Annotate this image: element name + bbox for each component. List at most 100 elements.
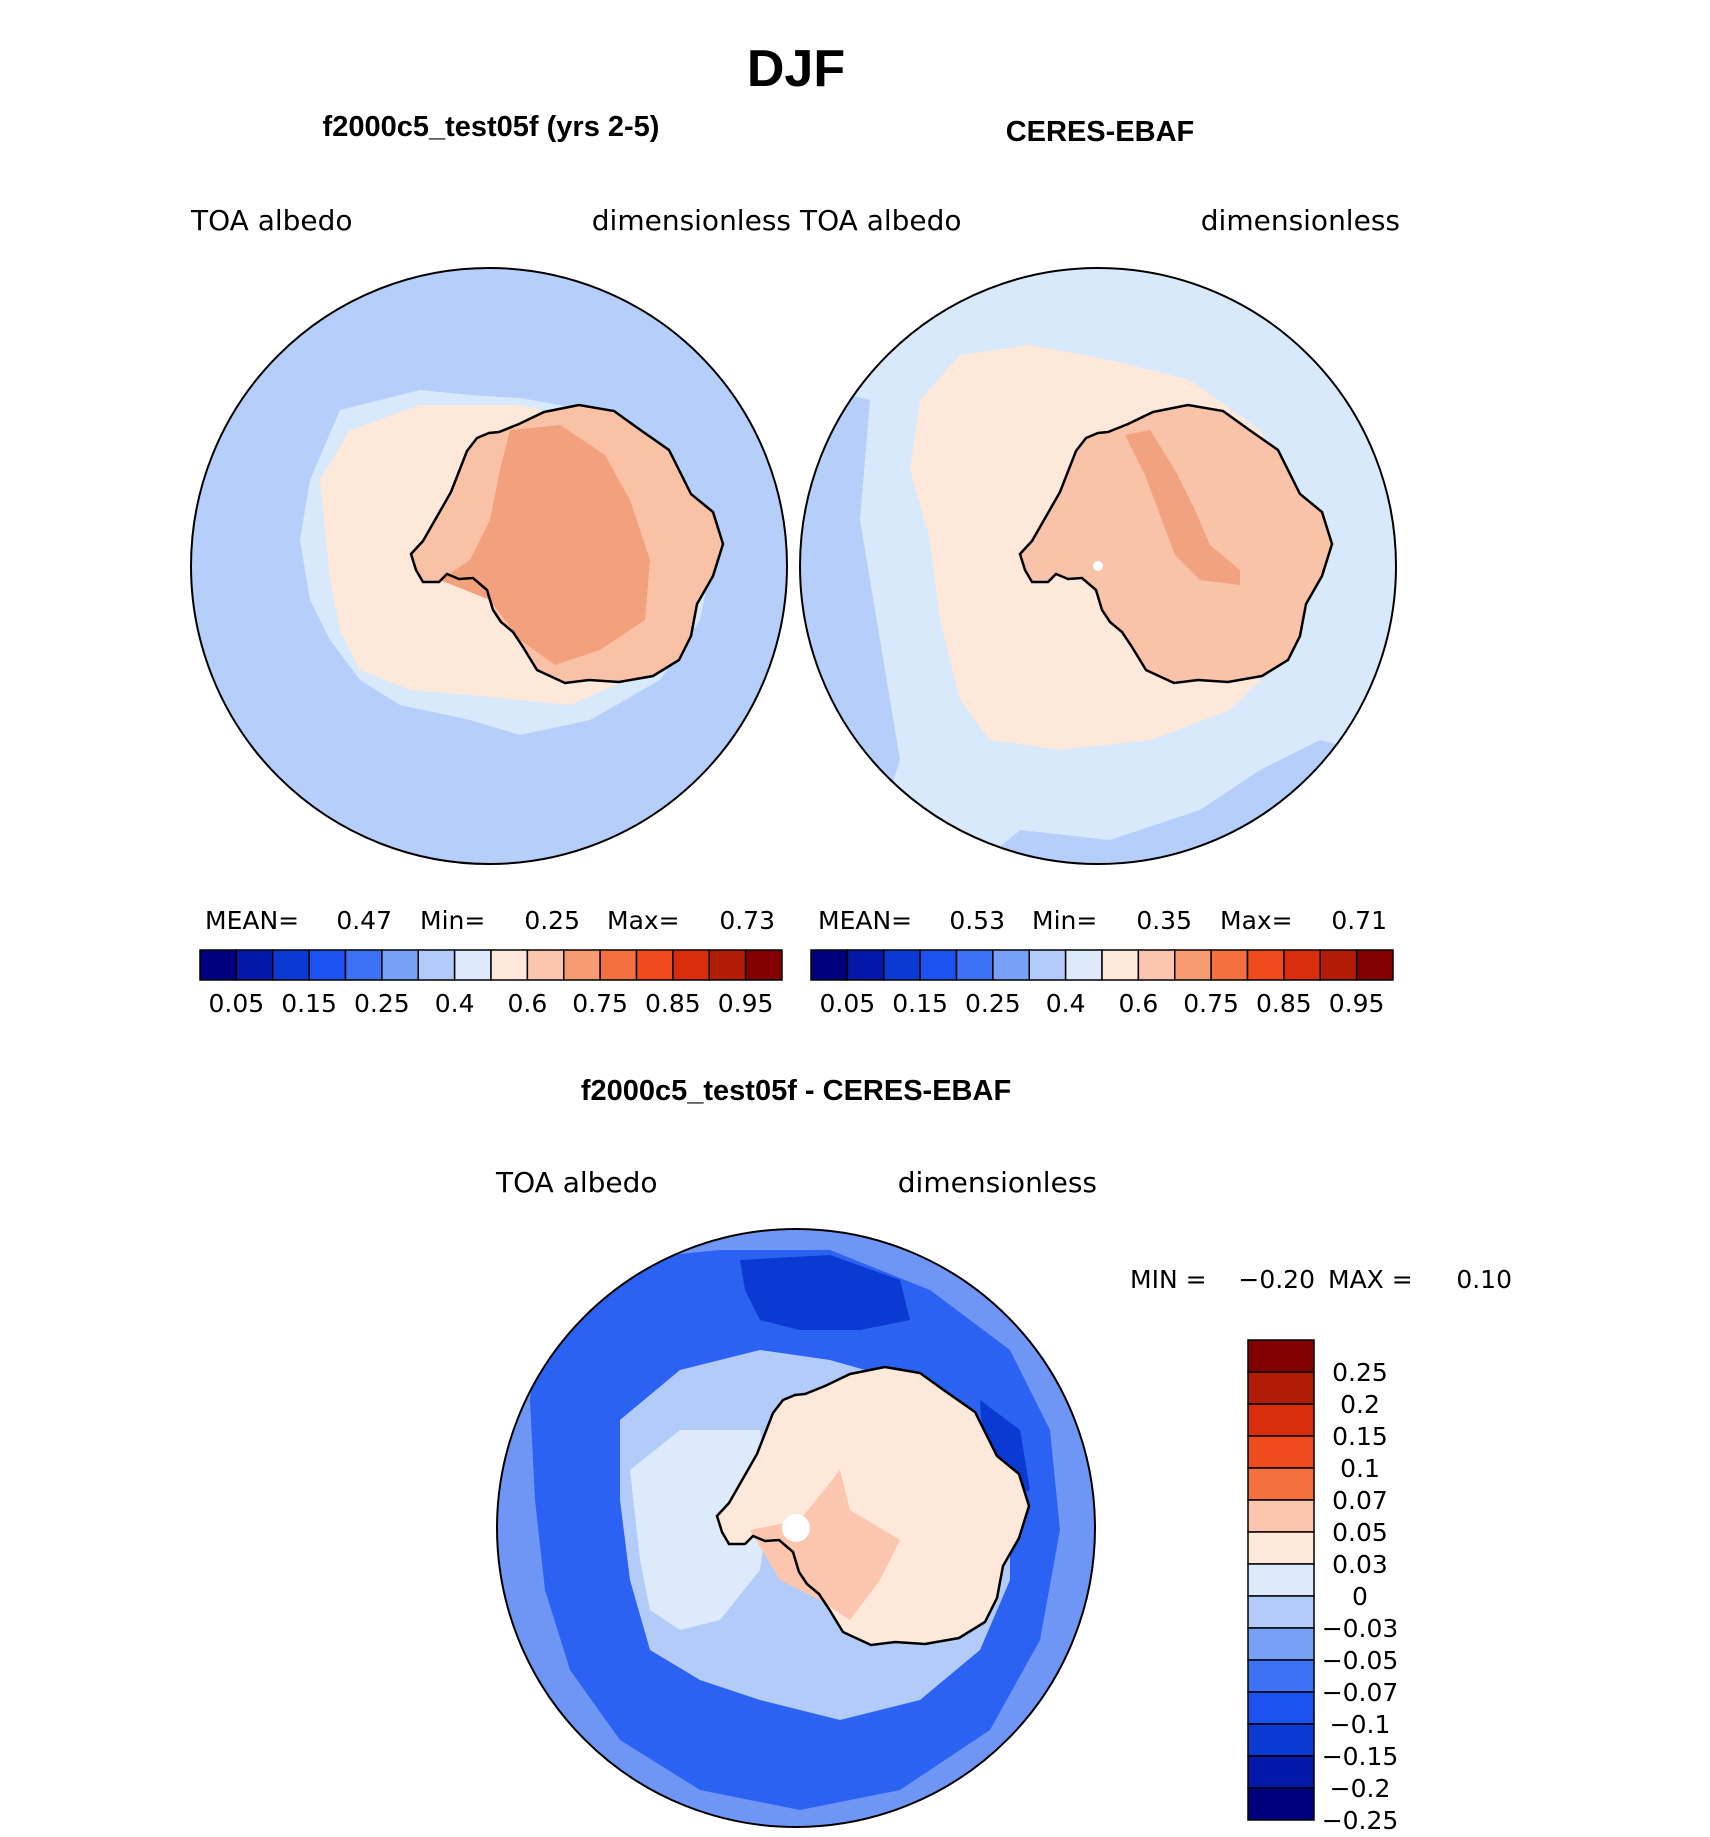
- colorbar-tick-label: −0.1: [1330, 1710, 1391, 1739]
- colorbar-swatch: [1247, 1563, 1315, 1597]
- map-diff-positive-streaks: [750, 1470, 900, 1620]
- figure-title: DJF: [747, 40, 845, 98]
- min-label: MIN =: [1130, 1265, 1207, 1294]
- colorbar-swatch: [1174, 949, 1212, 981]
- colorbar-swatch: [490, 949, 529, 981]
- colorbar-tick-label: 0.25: [965, 989, 1021, 1018]
- mean-label: MEAN=: [818, 906, 912, 935]
- colorbar-tick-label: 0.05: [820, 989, 876, 1018]
- colorbar-swatch: [417, 949, 456, 981]
- colorbar-swatch: [563, 949, 601, 981]
- colorbar-tick-label: 0.15: [1332, 1422, 1388, 1451]
- colorbar-swatch: [1283, 949, 1321, 981]
- colorbar-swatch: [1247, 1531, 1315, 1565]
- colorbar-swatch: [1319, 949, 1358, 981]
- map-diff-pole-hole: [782, 1514, 810, 1542]
- panel-obs-stats: MEAN= 0.53 Min= 0.35 Max= 0.71: [818, 906, 1387, 935]
- map-obs-pole-hole: [1093, 561, 1103, 571]
- colorbar-swatch: [381, 949, 419, 981]
- colorbar-tick-label: 0.1: [1340, 1454, 1380, 1483]
- colorbar-swatch: [453, 949, 492, 981]
- colorbar-swatch: [1028, 949, 1067, 981]
- panel-obs-variable-label: TOA albedo: [799, 204, 962, 237]
- colorbar-tick-label: 0.6: [507, 989, 547, 1018]
- mean-label: MEAN=: [205, 906, 299, 935]
- map-diff-border: [496, 1228, 1096, 1828]
- colorbar-obs: 0.05 0.15 0.25 0.4 0.6 0.75 0.85 0.95: [810, 949, 1394, 1018]
- panel-obs: CERES-EBAF TOA albedo dimensionless MEAN…: [799, 116, 1400, 1018]
- colorbar-swatch: [1137, 949, 1176, 981]
- panel-obs-title: CERES-EBAF: [1006, 116, 1195, 148]
- colorbar-swatch: [1101, 949, 1140, 981]
- min-value: 0.35: [1136, 906, 1192, 935]
- colorbar-tick-label: 0.2: [1340, 1390, 1380, 1419]
- map-diff-peninsula-halo: [630, 1430, 770, 1630]
- colorbar-tick-label: 0.4: [435, 989, 475, 1018]
- colorbar-tick-label: −0.07: [1322, 1678, 1399, 1707]
- colorbar-tick-label: 0: [1352, 1582, 1368, 1611]
- colorbar-tick-label: 0.95: [1329, 989, 1385, 1018]
- colorbar-tick-label: 0.15: [281, 989, 337, 1018]
- colorbar-swatch: [1247, 1595, 1315, 1629]
- polar-map-diff: [497, 1229, 1095, 1827]
- panel-model-stats: MEAN= 0.47 Min= 0.25 Max= 0.73: [205, 906, 775, 935]
- colorbar-tick-label: 0.75: [572, 989, 628, 1018]
- colorbar-swatch: [883, 949, 921, 981]
- colorbar-swatch: [708, 949, 747, 981]
- colorbar-swatch: [272, 949, 310, 981]
- colorbar-swatch: [1247, 1371, 1315, 1405]
- map-obs-plateau-ridge: [1125, 430, 1240, 585]
- colorbar-tick-label: 0.25: [1332, 1358, 1388, 1387]
- colorbar-diff: 0.25 0.2 0.15 0.1 0.07 0.05 0.03 0 −0.03 −0.05 −0.…: [1247, 1339, 1399, 1835]
- colorbar-tick-label: 0.4: [1046, 989, 1086, 1018]
- colorbar-tick-label: −0.03: [1322, 1614, 1399, 1643]
- colorbar-swatch: [599, 949, 638, 981]
- mean-value: 0.47: [336, 906, 392, 935]
- map-diff-deep-core: [740, 1255, 1030, 1500]
- colorbar-tick-label: 0.07: [1332, 1486, 1388, 1515]
- panel-diff-title: f2000c5_test05f - CERES-EBAF: [581, 1075, 1011, 1107]
- panel-diff-stats: MIN = −0.20 MAX = 0.10: [1130, 1265, 1512, 1294]
- colorbar-swatch: [1246, 949, 1285, 981]
- colorbar-swatch: [1247, 1659, 1315, 1693]
- min-label: Min=: [420, 906, 485, 935]
- map-model-border: [190, 267, 788, 865]
- max-label: Max=: [607, 906, 680, 935]
- mean-value: 0.53: [949, 906, 1005, 935]
- min-label: Min=: [1032, 906, 1097, 935]
- colorbar-swatch: [1247, 1403, 1315, 1437]
- colorbar-swatch: [344, 949, 383, 981]
- panel-diff-variable-label: TOA albedo: [495, 1166, 658, 1199]
- colorbar-swatch: [1247, 1467, 1315, 1501]
- panel-diff: f2000c5_test05f - CERES-EBAF TOA albedo …: [495, 1075, 1512, 1835]
- colorbar-swatch: [308, 949, 347, 981]
- colorbar-swatch: [1247, 1691, 1315, 1725]
- polar-map-model: [191, 268, 787, 864]
- colorbar-swatch: [1355, 949, 1394, 981]
- min-value: −0.20: [1238, 1265, 1315, 1294]
- colorbar-tick-label: 0.25: [354, 989, 410, 1018]
- max-value: 0.10: [1456, 1265, 1512, 1294]
- colorbar-tick-label: 0.6: [1118, 989, 1158, 1018]
- colorbar-swatch: [1210, 949, 1249, 981]
- max-label: Max=: [1220, 906, 1293, 935]
- min-value: 0.25: [524, 906, 580, 935]
- map-obs-border: [799, 267, 1397, 865]
- panel-model-variable-label: TOA albedo: [190, 204, 353, 237]
- colorbar-tick-label: 0.85: [645, 989, 701, 1018]
- panel-obs-units-label: dimensionless: [1201, 204, 1400, 237]
- colorbar-swatch: [846, 949, 885, 981]
- colorbar-swatch: [1247, 1435, 1315, 1469]
- colorbar-tick-label: −0.2: [1330, 1774, 1391, 1803]
- colorbar-model: 0.05 0.15 0.25 0.4 0.6 0.75 0.85 0.95: [199, 949, 783, 1018]
- colorbar-swatch: [1064, 949, 1103, 981]
- colorbar-tick-label: 0.75: [1183, 989, 1239, 1018]
- colorbar-swatch: [1247, 1787, 1315, 1821]
- colorbar-swatch: [1247, 1723, 1315, 1757]
- colorbar-swatch: [199, 949, 238, 981]
- colorbar-tick-label: 0.85: [1256, 989, 1312, 1018]
- colorbar-tick-label: −0.05: [1322, 1646, 1399, 1675]
- panel-model: f2000c5_test05f (yrs 2-5) TOA albedo dim…: [190, 111, 791, 1018]
- colorbar-swatch: [1247, 1755, 1315, 1789]
